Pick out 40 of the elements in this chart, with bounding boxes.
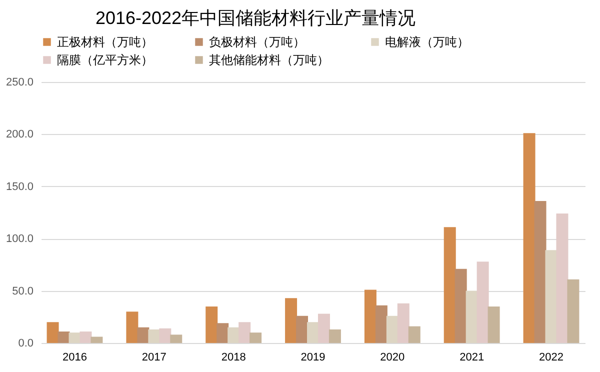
x-tick-label: 2016 (62, 352, 87, 364)
bar (90, 336, 103, 343)
legend-label: 隔膜（亿平方米） (57, 53, 153, 67)
bar (375, 305, 388, 343)
x-tick-label: 2021 (460, 352, 484, 364)
y-tick-label: 200.0 (6, 128, 34, 141)
bar (206, 306, 218, 343)
bar (328, 329, 341, 343)
bar (296, 316, 308, 343)
legend-label: 正极材料（万吨） (57, 35, 153, 49)
bar (46, 322, 59, 343)
bar (58, 332, 70, 343)
bar (216, 323, 229, 343)
bar (285, 298, 298, 343)
y-tick-label: 50.0 (12, 285, 34, 298)
chart-title: 2016-2022年中国储能材料行业产量情况 (95, 8, 416, 28)
bar (523, 133, 536, 343)
bar (170, 334, 182, 343)
legend-label: 负极材料（万吨） (209, 35, 305, 49)
bar (488, 306, 500, 343)
y-tick-label: 250.0 (6, 76, 34, 88)
bar (126, 312, 138, 343)
x-tick-label: 2017 (142, 352, 166, 364)
y-tick-label: 150.0 (6, 180, 34, 193)
bar (454, 268, 467, 343)
y-tick-label: 0.0 (18, 338, 34, 350)
x-tick-label: 2020 (380, 352, 405, 364)
bar (534, 201, 546, 343)
bar (250, 332, 262, 343)
x-tick-label: 2022 (539, 352, 564, 364)
x-tick-label: 2018 (221, 352, 246, 364)
legend-label: 其他储能材料（万吨） (209, 53, 329, 67)
bar (444, 227, 456, 343)
y-tick-label: 100.0 (6, 233, 34, 246)
bar (364, 290, 376, 343)
bar (137, 327, 150, 343)
bar (408, 326, 420, 343)
legend-label: 电解液（万吨） (385, 35, 469, 49)
x-tick-label: 2019 (300, 352, 326, 364)
bar (567, 279, 580, 343)
